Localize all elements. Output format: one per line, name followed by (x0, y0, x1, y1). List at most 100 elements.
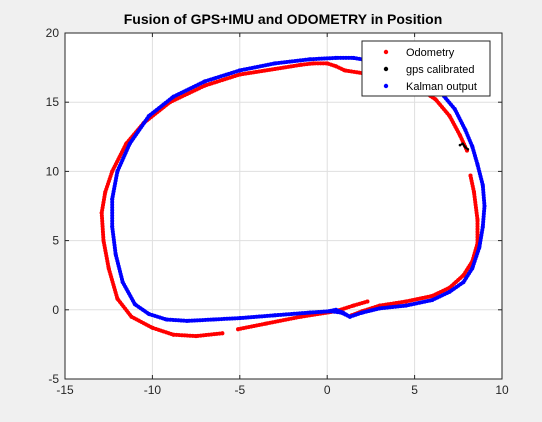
data-point (333, 64, 338, 69)
data-point (202, 79, 207, 84)
series-kalman-output-line (110, 56, 487, 323)
x-tick-label: -15 (56, 383, 74, 397)
ticks: -15 -10 -5 0 5 10 -5 0 5 10 15 20 (46, 26, 509, 397)
legend-marker-odometry (383, 49, 389, 55)
data-point (272, 313, 277, 318)
data-point (333, 55, 338, 60)
data-point (477, 245, 482, 250)
data-point (377, 306, 382, 311)
data-point (272, 61, 277, 66)
data-point (146, 312, 151, 316)
legend-label-odometry: Odometry (406, 47, 455, 59)
data-point (311, 61, 316, 66)
data-point (458, 133, 462, 138)
data-point (475, 217, 480, 222)
data-point (340, 310, 345, 315)
data-point (325, 61, 330, 66)
data-point (264, 321, 268, 326)
data-point (115, 296, 120, 301)
data-point (470, 266, 475, 271)
legend-marker-gps-calibrated (383, 66, 389, 72)
data-point (113, 252, 118, 257)
data-point (475, 162, 480, 167)
x-tick-label: -10 (144, 383, 162, 397)
data-point (99, 210, 104, 215)
data-point (132, 302, 137, 307)
series-odometry-line (350, 174, 480, 317)
data-point (463, 127, 468, 132)
data-point (115, 169, 120, 174)
x-tick-label: 10 (495, 383, 509, 397)
data-point (127, 141, 132, 146)
data-point (299, 62, 303, 67)
data-point (480, 224, 485, 229)
legend[interactable]: Odometry gps calibrated Kalman output (361, 40, 491, 97)
series-kalman-output (110, 55, 487, 323)
data-point (360, 310, 365, 315)
data-point (430, 294, 435, 298)
data-point (110, 197, 115, 202)
data-point (468, 173, 473, 178)
data-point (333, 307, 338, 312)
y-tick-label: 0 (52, 303, 59, 317)
data-point (466, 148, 470, 151)
y-tick-label: 20 (46, 26, 60, 40)
data-point (307, 57, 312, 62)
chart-title: Fusion of GPS+IMU and ODOMETRY in Positi… (124, 11, 443, 27)
y-tick-label: 10 (46, 164, 60, 178)
data-point (351, 55, 356, 60)
data-point (365, 299, 370, 304)
x-tick-label: 0 (324, 383, 331, 397)
data-point (472, 190, 476, 195)
data-point (430, 298, 435, 303)
data-point (347, 314, 352, 319)
data-point (458, 143, 462, 147)
data-point (299, 314, 303, 319)
data-point (164, 317, 169, 322)
data-point (403, 303, 408, 308)
grid (64, 32, 503, 380)
data-point (237, 72, 242, 77)
data-point (447, 114, 452, 118)
data-point (236, 327, 241, 332)
legend-label-gps-calibrated: gps calibrated (406, 64, 475, 76)
axes-box (64, 32, 503, 380)
data-point (403, 299, 408, 304)
data-point (146, 114, 151, 118)
legend-box (361, 40, 491, 97)
legend-marker-kalman-output (383, 83, 389, 89)
data-point (171, 94, 176, 99)
data-point (480, 183, 485, 188)
data-point (110, 224, 115, 229)
series-gps-calibrated (458, 142, 470, 151)
data-point (103, 190, 108, 195)
data-point (237, 68, 242, 73)
data-point (106, 266, 111, 271)
data-point (120, 280, 125, 285)
data-point (433, 97, 438, 102)
legend-label-kalman-output: Kalman output (406, 81, 477, 93)
data-point (185, 318, 190, 323)
data-point (220, 331, 225, 336)
data-point (150, 325, 155, 330)
data-point (202, 83, 207, 88)
data-point (326, 309, 331, 314)
y-tick-label: -5 (48, 372, 59, 386)
data-point (194, 334, 199, 339)
x-tick-label: -5 (234, 383, 245, 397)
data-point (464, 145, 467, 149)
data-point (129, 314, 134, 319)
data-point (237, 316, 242, 321)
data-point (377, 303, 382, 308)
data-point (101, 238, 106, 243)
data-point (461, 273, 466, 278)
data-point (461, 142, 464, 145)
data-point (470, 144, 475, 149)
x-tick-label: 5 (411, 383, 418, 397)
data-point (461, 280, 466, 285)
data-point (171, 332, 176, 337)
series-gps-calibrated-line (459, 142, 469, 151)
y-tick-label: 15 (46, 95, 60, 109)
